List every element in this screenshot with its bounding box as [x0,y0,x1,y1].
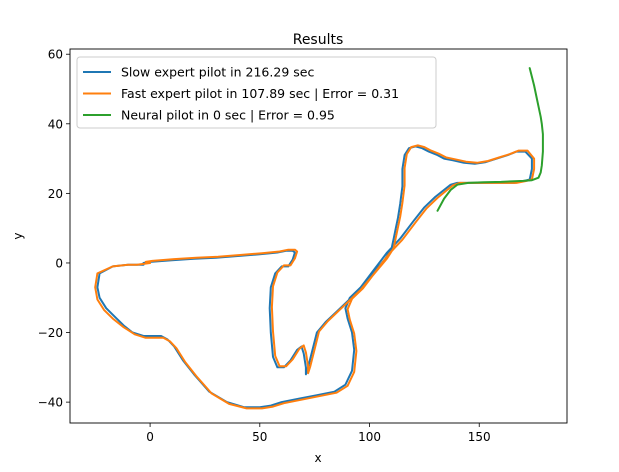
legend-items: Slow expert pilot in 216.29 sec Fast expe… [83,65,399,123]
legend-label-3: Neural pilot in 0 sec | Error = 0.95 [121,108,335,123]
y-tick-label: 20 [48,187,63,201]
x-axis-label: x [314,451,321,465]
axes-frame [69,48,568,424]
x-tick-label: 150 [468,430,491,444]
y-ticks: −40 −20 0 20 40 60 [38,48,70,410]
x-tick-label: 50 [252,430,267,444]
x-ticks: 0 50 100 150 [146,423,491,444]
y-axis-label: y [11,232,25,239]
legend-label-2: Fast expert pilot in 107.89 sec | Error … [121,86,399,101]
y-tick-label: −20 [38,326,63,340]
chart-title: Results [293,32,344,48]
x-tick-label: 100 [358,430,381,444]
y-tick-label: −40 [38,396,63,410]
lines-layer [94,67,544,410]
legend: Slow expert pilot in 216.29 sec Fast expe… [76,56,437,129]
series-line-2 [94,144,536,410]
legend-frame [76,56,437,129]
x-tick-label: 0 [146,430,154,444]
y-tick-label: 60 [48,48,63,62]
y-tick-label: 40 [48,117,63,131]
series-line-3 [436,67,544,212]
legend-label-1: Slow expert pilot in 216.29 sec [121,65,314,80]
y-tick-label: 0 [55,256,63,270]
